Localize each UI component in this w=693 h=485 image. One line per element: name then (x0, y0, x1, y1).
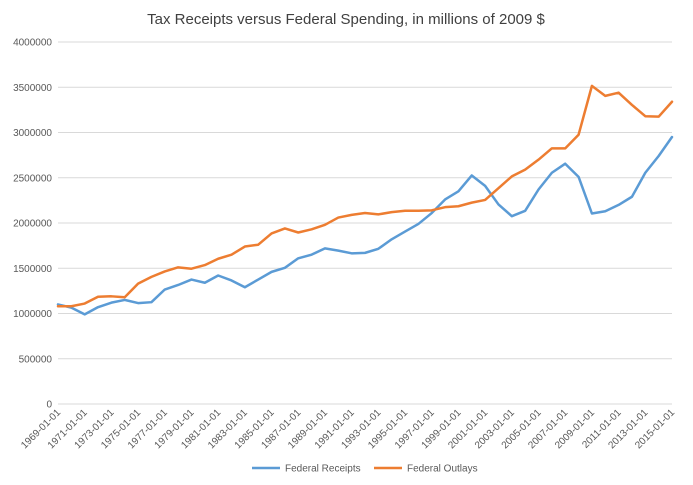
series-line-federal-receipts (56, 135, 674, 316)
legend-label-federal-outlays: Federal Outlays (407, 464, 478, 475)
x-axis-ticks: 1969-01-011971-01-011973-01-011975-01-01… (19, 407, 677, 451)
legend: Federal Receipts Federal Outlays (252, 464, 478, 475)
legend-label-federal-receipts: Federal Receipts (285, 464, 361, 475)
series-lines (56, 84, 674, 316)
y-tick-label: 1000000 (13, 309, 52, 320)
y-tick-label: 500000 (19, 354, 53, 365)
y-tick-label: 0 (46, 400, 52, 411)
y-tick-label: 1500000 (13, 264, 52, 275)
y-tick-label: 2500000 (13, 173, 52, 184)
y-tick-label: 3500000 (13, 83, 52, 94)
series-line-federal-outlays (56, 84, 674, 308)
y-tick-label: 4000000 (13, 38, 52, 49)
chart-title: Tax Receipts versus Federal Spending, in… (147, 11, 545, 28)
gridlines (58, 41, 672, 360)
y-tick-label: 3000000 (13, 128, 52, 139)
y-tick-label: 2000000 (13, 219, 52, 230)
y-axis-ticks: 0 500000 1000000 1500000 2000000 2500000 30000… (13, 38, 52, 411)
